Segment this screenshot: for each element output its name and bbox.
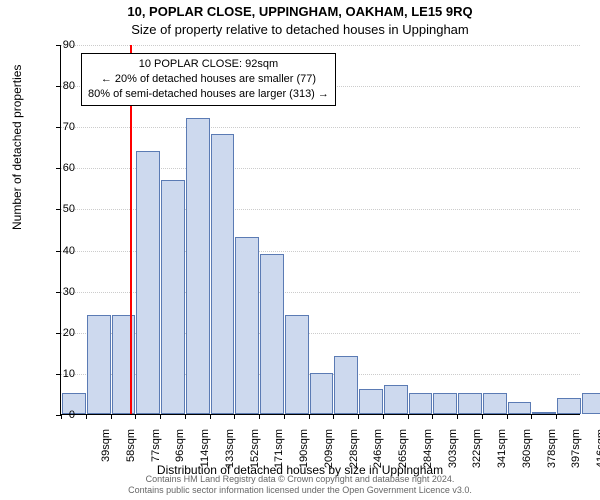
histogram-bar <box>384 385 408 414</box>
x-tick-mark <box>185 414 186 419</box>
footer-line-2: Contains public sector information licen… <box>0 485 600 496</box>
histogram-bar <box>161 180 185 414</box>
chart-container: 10, POPLAR CLOSE, UPPINGHAM, OAKHAM, LE1… <box>0 0 600 500</box>
histogram-bar <box>186 118 210 414</box>
histogram-bar <box>433 393 457 414</box>
x-tick-mark <box>234 414 235 419</box>
histogram-bar <box>409 393 433 414</box>
x-tick-mark <box>383 414 384 419</box>
annotation-box: 10 POPLAR CLOSE: 92sqm← 20% of detached … <box>81 53 336 106</box>
histogram-bar <box>557 398 581 414</box>
x-tick-mark <box>259 414 260 419</box>
plot-area: 10 POPLAR CLOSE: 92sqm← 20% of detached … <box>60 45 580 415</box>
y-tick-label: 0 <box>45 409 75 421</box>
grid-line <box>61 127 580 128</box>
annotation-line-3: 80% of semi-detached houses are larger (… <box>88 87 329 102</box>
x-tick-mark <box>210 414 211 419</box>
grid-line <box>61 45 580 46</box>
x-tick-mark <box>408 414 409 419</box>
x-tick-mark <box>160 414 161 419</box>
histogram-bar <box>359 389 383 414</box>
annotation-line-2: ← 20% of detached houses are smaller (77… <box>88 72 329 87</box>
x-tick-mark <box>284 414 285 419</box>
x-tick-mark <box>457 414 458 419</box>
histogram-bar <box>458 393 482 414</box>
y-tick-label: 10 <box>45 368 75 380</box>
annotation-line-1: 10 POPLAR CLOSE: 92sqm <box>88 57 329 72</box>
x-tick-mark <box>432 414 433 419</box>
x-tick-mark <box>86 414 87 419</box>
chart-subtitle: Size of property relative to detached ho… <box>0 22 600 37</box>
chart-title: 10, POPLAR CLOSE, UPPINGHAM, OAKHAM, LE1… <box>0 4 600 19</box>
x-tick-mark <box>507 414 508 419</box>
histogram-bar <box>532 412 556 414</box>
y-tick-label: 70 <box>45 121 75 133</box>
histogram-bar <box>211 134 235 414</box>
x-tick-mark <box>309 414 310 419</box>
histogram-bar <box>87 315 111 414</box>
x-tick-mark <box>482 414 483 419</box>
histogram-bar <box>310 373 334 414</box>
y-axis-label: Number of detached properties <box>10 65 24 230</box>
x-tick-mark <box>135 414 136 419</box>
x-tick-mark <box>531 414 532 419</box>
x-tick-mark <box>358 414 359 419</box>
histogram-bar <box>334 356 358 414</box>
histogram-bar <box>136 151 160 414</box>
histogram-bar <box>285 315 309 414</box>
x-tick-mark <box>333 414 334 419</box>
histogram-bar <box>508 402 532 414</box>
histogram-bar <box>483 393 507 414</box>
x-tick-mark <box>556 414 557 419</box>
histogram-bar <box>260 254 284 414</box>
y-tick-label: 30 <box>45 286 75 298</box>
x-tick-mark <box>111 414 112 419</box>
y-tick-label: 20 <box>45 327 75 339</box>
footer-line-1: Contains HM Land Registry data © Crown c… <box>0 474 600 485</box>
histogram-bar <box>582 393 600 414</box>
histogram-bar <box>235 237 259 414</box>
y-tick-label: 40 <box>45 245 75 257</box>
y-tick-label: 60 <box>45 162 75 174</box>
y-tick-label: 90 <box>45 39 75 51</box>
y-tick-label: 50 <box>45 203 75 215</box>
footer-attribution: Contains HM Land Registry data © Crown c… <box>0 474 600 497</box>
y-tick-label: 80 <box>45 80 75 92</box>
